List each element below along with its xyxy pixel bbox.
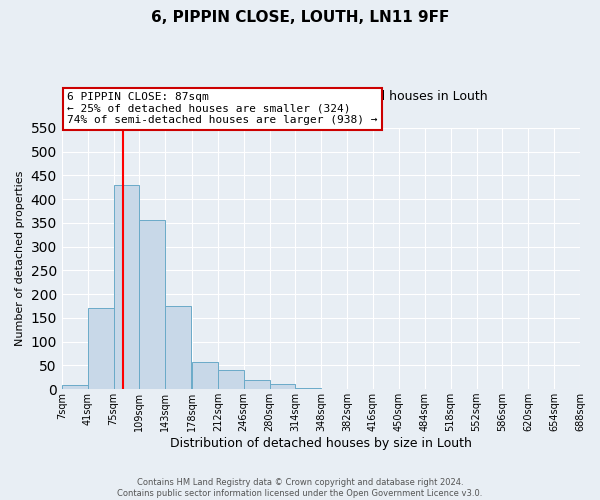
Bar	[113, 185, 139, 389]
Title: Size of property relative to detached houses in Louth: Size of property relative to detached ho…	[155, 90, 487, 103]
Bar	[244, 380, 269, 389]
Bar	[192, 362, 218, 389]
X-axis label: Distribution of detached houses by size in Louth: Distribution of detached houses by size …	[170, 437, 472, 450]
Text: Contains HM Land Registry data © Crown copyright and database right 2024.
Contai: Contains HM Land Registry data © Crown c…	[118, 478, 482, 498]
Y-axis label: Number of detached properties: Number of detached properties	[15, 171, 25, 346]
Bar	[165, 306, 191, 389]
Bar	[295, 388, 321, 389]
Text: 6 PIPPIN CLOSE: 87sqm
← 25% of detached houses are smaller (324)
74% of semi-det: 6 PIPPIN CLOSE: 87sqm ← 25% of detached …	[67, 92, 377, 125]
Bar	[269, 384, 295, 389]
Text: 6, PIPPIN CLOSE, LOUTH, LN11 9FF: 6, PIPPIN CLOSE, LOUTH, LN11 9FF	[151, 10, 449, 25]
Bar	[139, 220, 165, 389]
Bar	[62, 386, 88, 389]
Bar	[88, 308, 113, 389]
Bar	[218, 370, 244, 389]
